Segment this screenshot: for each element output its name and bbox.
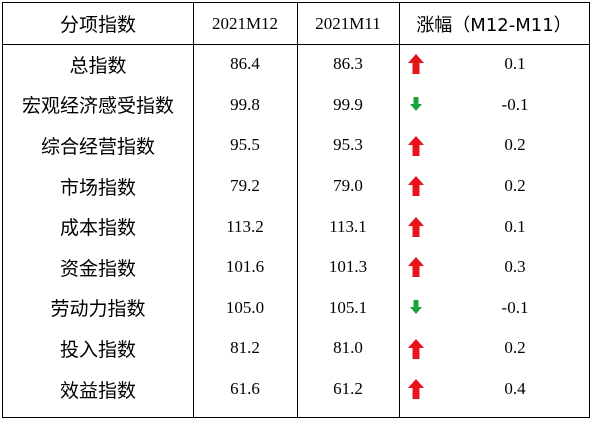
row-value-m12: 81.2 [230,338,260,358]
column-divider [297,3,298,417]
row-change-value: 0.2 [504,338,526,358]
row-index-name: 市场指数 [59,176,136,199]
row-value-m12: 113.2 [226,216,264,236]
row-change-value: 0.1 [504,216,526,236]
header-2021m11: 2021M11 [315,13,381,33]
row-change-value: 0.1 [504,54,526,74]
arrow-up-icon [408,54,424,75]
row-index-name: 成本指数 [59,217,136,240]
arrow-up-icon [408,379,424,400]
row-change-value: 0.3 [504,257,526,277]
header-divider [3,44,589,45]
arrow-up-icon [408,257,424,278]
arrow-up-icon [408,176,424,197]
row-value-m11: 79.0 [333,176,363,196]
column-divider [193,3,194,417]
row-value-m11: 105.1 [328,297,368,317]
row-change-value: 0.2 [504,135,526,155]
row-index-name: 综合经营指数 [40,135,155,158]
arrow-up-icon [408,216,424,237]
row-value-m11: 99.9 [333,94,363,114]
row-index-name: 总指数 [69,54,127,77]
row-value-m12: 101.6 [225,257,265,277]
row-change-value: -0.1 [501,297,529,317]
index-table: 分项指数 2021M12 2021M11 涨幅（M12-M11） 总指数 86.4… [2,2,590,418]
row-value-m12: 95.5 [230,135,260,155]
row-value-m11: 101.3 [328,257,368,277]
arrow-up-icon [408,338,424,359]
row-index-name: 资金指数 [59,257,136,280]
arrow-down-icon [410,299,422,314]
row-value-m11: 95.3 [333,135,363,155]
row-index-name: 投入指数 [59,338,136,361]
row-index-name: 宏观经济感受指数 [21,95,174,118]
header-2021m12: 2021M12 [211,13,279,33]
row-value-m11: 113.1 [329,216,367,236]
row-value-m11: 81.0 [333,338,363,358]
row-value-m11: 86.3 [333,54,363,74]
column-divider [399,3,400,417]
row-index-name: 效益指数 [59,379,136,402]
row-value-m11: 61.2 [333,379,363,399]
arrow-up-icon [408,135,424,156]
row-value-m12: 105.0 [225,297,265,317]
row-change-value: 0.2 [504,176,526,196]
row-value-m12: 61.6 [230,379,260,399]
header-change: 涨幅（M12-M11） [416,14,572,36]
arrow-down-icon [410,96,422,111]
row-value-m12: 79.2 [230,176,260,196]
row-change-value: -0.1 [501,94,529,114]
row-value-m12: 99.8 [230,94,260,114]
row-value-m12: 86.4 [230,54,260,74]
row-index-name: 劳动力指数 [50,298,146,321]
header-index-name: 分项指数 [59,14,136,36]
row-change-value: 0.4 [504,379,526,399]
